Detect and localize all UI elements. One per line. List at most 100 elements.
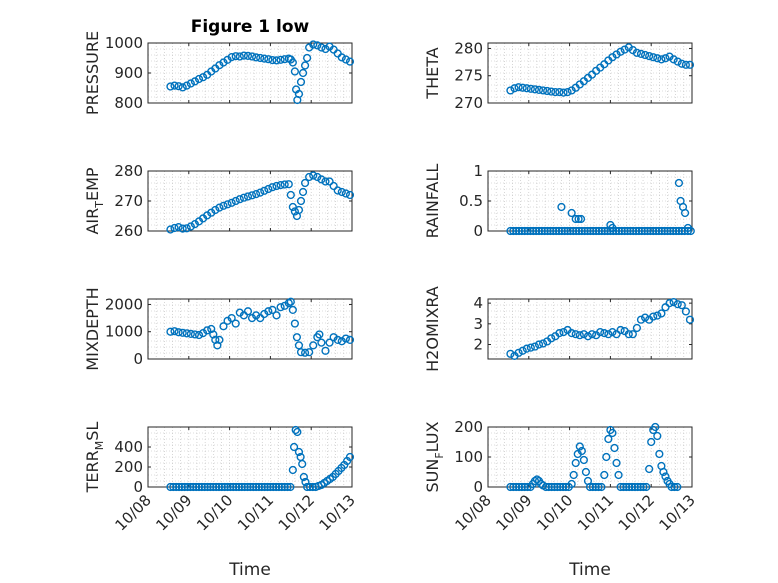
data-point <box>626 226 635 236</box>
data-point <box>616 47 625 56</box>
data-point <box>345 335 355 345</box>
y-tick-label: 3 <box>473 315 483 333</box>
data-point <box>212 482 221 492</box>
y-axis-label-main: AIR <box>83 208 102 235</box>
series-air_temp <box>166 171 355 234</box>
data-point <box>186 222 195 231</box>
data-point <box>252 190 261 199</box>
data-point <box>215 335 224 345</box>
data-point <box>657 309 666 318</box>
data-point <box>669 226 678 236</box>
y-axis-label-main: PRESSURE <box>83 31 102 115</box>
data-point <box>577 226 586 236</box>
data-point <box>649 226 658 236</box>
data-point <box>337 187 346 197</box>
data-point <box>583 332 593 341</box>
data-point <box>517 482 526 492</box>
data-point <box>624 330 633 339</box>
data-point <box>523 226 532 236</box>
data-point <box>298 187 308 197</box>
data-point <box>667 482 676 492</box>
data-point <box>206 482 215 492</box>
data-point <box>284 180 293 189</box>
data-point <box>597 226 606 236</box>
data-point <box>669 55 678 64</box>
y-axis-label-subscript: M <box>93 441 106 451</box>
data-point <box>543 226 552 236</box>
data-point <box>243 307 253 316</box>
data-point <box>614 470 623 480</box>
data-point <box>544 482 553 492</box>
data-point <box>192 482 201 492</box>
data-point <box>636 482 645 492</box>
data-point <box>671 226 681 236</box>
data-point <box>532 226 541 236</box>
data-point <box>512 482 521 492</box>
data-point <box>600 329 609 338</box>
data-point <box>608 428 617 438</box>
data-point <box>538 339 548 348</box>
data-point <box>294 205 304 215</box>
data-point <box>286 482 295 492</box>
data-point <box>647 437 656 447</box>
y-axis-label-suffix: LUX <box>423 421 442 452</box>
data-point <box>683 223 693 233</box>
data-point <box>575 331 584 340</box>
data-point <box>646 226 655 236</box>
data-point <box>235 52 244 61</box>
data-point <box>640 313 650 322</box>
x-axis-label: Time <box>568 560 611 580</box>
data-point <box>651 422 660 432</box>
y-tick-label: 0.5 <box>459 192 483 210</box>
chart-panel-rainfall: 0 0.5 1 RAINFALL <box>423 162 695 240</box>
data-point <box>177 482 186 492</box>
data-point <box>506 482 515 492</box>
series-theta <box>506 43 695 97</box>
data-point <box>558 482 568 492</box>
data-point <box>174 328 183 337</box>
data-point <box>657 55 666 64</box>
data-point <box>617 226 626 236</box>
data-point <box>518 346 527 355</box>
data-point <box>239 193 248 202</box>
data-point <box>290 207 299 216</box>
data-point <box>263 482 272 492</box>
data-point <box>673 482 682 492</box>
data-point <box>509 482 518 492</box>
series-h2omixra <box>506 298 695 360</box>
data-point <box>661 54 670 63</box>
data-point <box>574 214 583 224</box>
data-point <box>581 467 591 477</box>
data-point <box>249 482 258 492</box>
data-point <box>291 425 300 435</box>
data-point <box>309 341 318 350</box>
data-point <box>260 482 269 492</box>
data-point <box>632 323 642 333</box>
data-point <box>677 301 686 310</box>
data-point <box>612 330 621 339</box>
y-tick-label: 260 <box>114 222 143 240</box>
data-point <box>243 482 252 492</box>
data-point <box>286 190 295 200</box>
data-point <box>529 226 538 236</box>
data-point <box>337 53 346 62</box>
data-point <box>559 328 568 337</box>
data-point <box>317 175 326 184</box>
data-point <box>166 327 175 336</box>
data-point <box>600 470 609 480</box>
data-point <box>178 328 187 337</box>
data-point <box>298 459 307 469</box>
data-point <box>625 482 634 492</box>
axes-box <box>147 298 353 360</box>
data-point <box>520 226 529 236</box>
data-point <box>674 178 684 188</box>
data-point <box>333 186 342 195</box>
data-point <box>180 482 189 492</box>
data-point <box>560 226 569 236</box>
data-point <box>305 172 314 182</box>
data-point <box>268 183 277 192</box>
data-point <box>260 54 269 63</box>
data-point <box>220 482 229 492</box>
